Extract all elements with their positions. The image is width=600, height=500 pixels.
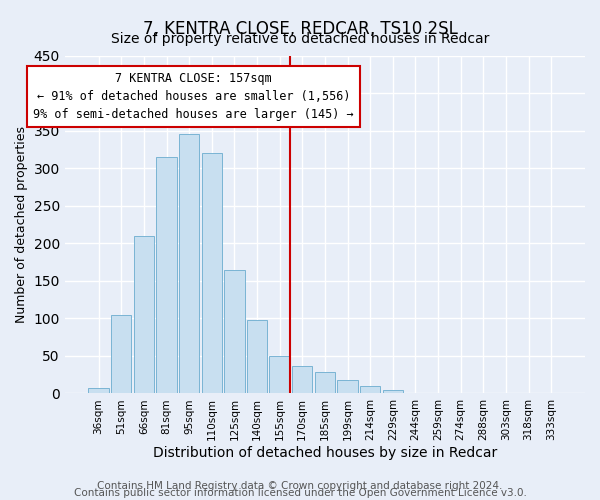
Text: 7, KENTRA CLOSE, REDCAR, TS10 2SL: 7, KENTRA CLOSE, REDCAR, TS10 2SL	[143, 20, 457, 38]
Text: Contains HM Land Registry data © Crown copyright and database right 2024.: Contains HM Land Registry data © Crown c…	[97, 481, 503, 491]
Bar	[360, 386, 380, 394]
Bar	[88, 388, 109, 394]
X-axis label: Distribution of detached houses by size in Redcar: Distribution of detached houses by size …	[153, 446, 497, 460]
Bar	[179, 134, 199, 394]
Bar	[202, 153, 222, 394]
Bar	[292, 366, 313, 394]
Bar	[337, 380, 358, 394]
Bar	[134, 236, 154, 394]
Y-axis label: Number of detached properties: Number of detached properties	[15, 126, 28, 323]
Bar	[224, 270, 245, 394]
Bar	[383, 390, 403, 394]
Text: 7 KENTRA CLOSE: 157sqm
← 91% of detached houses are smaller (1,556)
9% of semi-d: 7 KENTRA CLOSE: 157sqm ← 91% of detached…	[34, 72, 354, 121]
Bar	[157, 157, 176, 394]
Bar	[269, 356, 290, 394]
Text: Contains public sector information licensed under the Open Government Licence v3: Contains public sector information licen…	[74, 488, 526, 498]
Bar	[111, 314, 131, 394]
Bar	[247, 320, 267, 394]
Text: Size of property relative to detached houses in Redcar: Size of property relative to detached ho…	[111, 32, 489, 46]
Bar	[315, 372, 335, 394]
